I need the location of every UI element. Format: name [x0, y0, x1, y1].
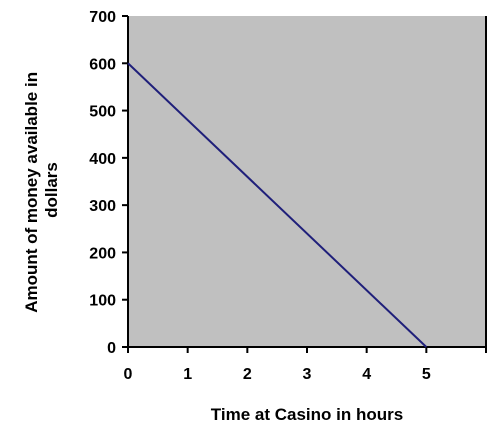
y-tick-label: 0: [107, 340, 116, 357]
x-tick-label: 2: [243, 366, 252, 383]
x-axis-ticks: 0 1 2 3 4 5: [124, 347, 487, 383]
y-axis-title-line-2: dollars: [42, 162, 61, 218]
x-tick-label: 1: [183, 366, 192, 383]
series-line: [127, 62, 428, 348]
y-tick-label: 500: [89, 104, 116, 121]
y-tick-label: 400: [89, 151, 116, 168]
x-tick-label: 4: [362, 366, 371, 383]
y-tick-label: 300: [89, 198, 116, 215]
x-tick-label: 0: [124, 366, 133, 383]
series-layer: [127, 62, 428, 348]
y-axis-title: Amount of money available in dollars: [22, 67, 61, 313]
x-axis-title: Time at Casino in hours: [211, 405, 403, 424]
plot-area: [128, 16, 486, 347]
y-tick-label: 100: [89, 293, 116, 310]
y-axis-ticks: 0 100 200 300 400 500 600 700: [89, 9, 128, 357]
y-tick-label: 600: [89, 56, 116, 73]
x-tick-label: 3: [303, 366, 312, 383]
y-tick-label: 700: [89, 9, 116, 26]
y-tick-label: 200: [89, 245, 116, 262]
y-axis-title-line-1: Amount of money available in: [22, 72, 41, 313]
x-tick-label: 5: [422, 366, 431, 383]
